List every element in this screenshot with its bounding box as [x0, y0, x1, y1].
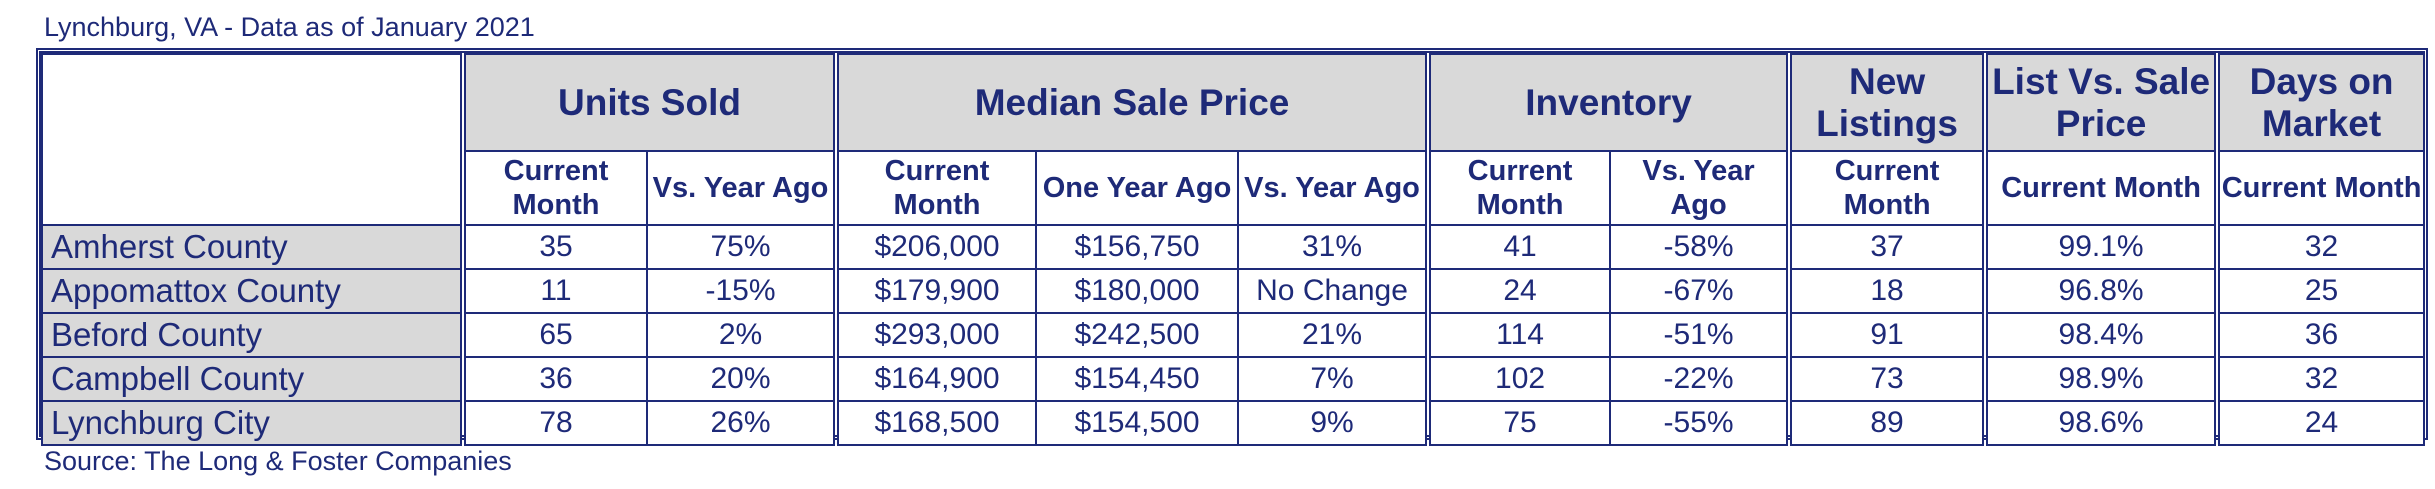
- cell-units-vs-year: -15%: [645, 268, 838, 314]
- market-data-table-frame: Units Sold Median Sale Price Inventory N…: [36, 48, 2428, 446]
- subheader-inventory-current-month: Current Month: [1425, 150, 1612, 226]
- subheader-days-on-market-current-month: Current Month: [2214, 150, 2426, 226]
- cell-new-listings: 73: [1786, 356, 1987, 402]
- cell-units-vs-year: 26%: [645, 400, 838, 446]
- group-header-new-listings: New Listings: [1786, 53, 1987, 152]
- group-header-days-on-market: Days on Market: [2214, 53, 2426, 152]
- cell-new-listings: 18: [1786, 268, 1987, 314]
- report-caption: Lynchburg, VA - Data as of January 2021: [44, 12, 535, 42]
- cell-inventory-vs-year: -55%: [1609, 400, 1791, 446]
- table-row: Lynchburg City 78 26% $168,500 $154,500 …: [41, 400, 2426, 446]
- cell-units-current: 65: [460, 312, 648, 358]
- cell-list-vs-sale: 99.1%: [1982, 224, 2219, 270]
- cell-list-vs-sale: 98.6%: [1982, 400, 2219, 446]
- cell-days-on-market: 32: [2214, 224, 2426, 270]
- group-header-units-sold: Units Sold: [459, 53, 838, 152]
- cell-units-current: 11: [460, 268, 648, 314]
- cell-inventory-current: 102: [1425, 356, 1612, 402]
- cell-inventory-vs-year: -58%: [1609, 224, 1791, 270]
- subheader-units-vs-year-ago: Vs. Year Ago: [645, 150, 838, 226]
- sub-header-row: Current Month Vs. Year Ago Current Month…: [42, 150, 2426, 226]
- market-data-table: Units Sold Median Sale Price Inventory N…: [41, 53, 2426, 446]
- cell-inventory-current: 41: [1425, 224, 1612, 270]
- subheader-price-vs-year-ago: Vs. Year Ago: [1237, 150, 1430, 226]
- subheader-inventory-vs-year-ago: Vs. Year Ago: [1609, 150, 1791, 226]
- subheader-units-current-month: Current Month: [460, 150, 648, 226]
- cell-inventory-vs-year: -67%: [1609, 268, 1791, 314]
- cell-price-one-year: $154,500: [1035, 400, 1240, 446]
- group-header-row: Units Sold Median Sale Price Inventory N…: [41, 53, 2426, 226]
- cell-units-current: 78: [460, 400, 648, 446]
- group-header-inventory: Inventory: [1425, 53, 1791, 152]
- row-label-area: Campbell County: [41, 356, 464, 402]
- row-label-area: Amherst County: [41, 224, 464, 270]
- table-row: Amherst County 35 75% $206,000 $156,750 …: [41, 224, 2426, 270]
- cell-units-vs-year: 20%: [645, 356, 838, 402]
- cell-price-current: $164,900: [833, 356, 1038, 402]
- corner-cell: [41, 53, 464, 226]
- group-header-median-sale-price: Median Sale Price: [833, 53, 1430, 152]
- cell-price-current: $168,500: [833, 400, 1038, 446]
- cell-units-current: 35: [460, 224, 648, 270]
- cell-price-one-year: $180,000: [1035, 268, 1240, 314]
- subheader-price-one-year-ago: One Year Ago: [1035, 150, 1240, 226]
- cell-days-on-market: 36: [2214, 312, 2426, 358]
- cell-price-current: $293,000: [833, 312, 1038, 358]
- cell-list-vs-sale: 98.9%: [1982, 356, 2219, 402]
- cell-inventory-current: 75: [1425, 400, 1612, 446]
- row-label-area: Lynchburg City: [41, 400, 464, 446]
- row-label-area: Appomattox County: [41, 268, 464, 314]
- group-header-list-vs-sale-price: List Vs. Sale Price: [1982, 53, 2219, 152]
- table-row: Campbell County 36 20% $164,900 $154,450…: [41, 356, 2426, 402]
- cell-inventory-current: 114: [1425, 312, 1612, 358]
- subheader-price-current-month: Current Month: [833, 150, 1038, 226]
- cell-price-one-year: $156,750: [1035, 224, 1240, 270]
- table-row: Appomattox County 11 -15% $179,900 $180,…: [41, 268, 2426, 314]
- cell-units-vs-year: 2%: [645, 312, 838, 358]
- cell-list-vs-sale: 98.4%: [1982, 312, 2219, 358]
- cell-inventory-vs-year: -51%: [1609, 312, 1791, 358]
- cell-new-listings: 91: [1786, 312, 1987, 358]
- cell-price-vs-year: 31%: [1237, 224, 1430, 270]
- row-label-area: Beford County: [41, 312, 464, 358]
- cell-price-vs-year: 21%: [1237, 312, 1430, 358]
- cell-days-on-market: 32: [2214, 356, 2426, 402]
- cell-price-vs-year: No Change: [1237, 268, 1430, 314]
- cell-days-on-market: 24: [2214, 400, 2426, 446]
- cell-days-on-market: 25: [2214, 268, 2426, 314]
- cell-inventory-vs-year: -22%: [1609, 356, 1791, 402]
- cell-new-listings: 89: [1786, 400, 1987, 446]
- cell-units-vs-year: 75%: [645, 224, 838, 270]
- cell-inventory-current: 24: [1425, 268, 1612, 314]
- table-row: Beford County 65 2% $293,000 $242,500 21…: [41, 312, 2426, 358]
- cell-price-current: $179,900: [833, 268, 1038, 314]
- cell-units-current: 36: [460, 356, 648, 402]
- cell-price-one-year: $242,500: [1035, 312, 1240, 358]
- cell-price-vs-year: 9%: [1237, 400, 1430, 446]
- cell-price-vs-year: 7%: [1237, 356, 1430, 402]
- cell-price-one-year: $154,450: [1035, 356, 1240, 402]
- cell-new-listings: 37: [1786, 224, 1987, 270]
- subheader-new-listings-current-month: Current Month: [1786, 150, 1987, 226]
- cell-price-current: $206,000: [833, 224, 1038, 270]
- cell-list-vs-sale: 96.8%: [1982, 268, 2219, 314]
- subheader-list-vs-sale-current-month: Current Month: [1982, 150, 2219, 226]
- source-note: Source: The Long & Foster Companies: [44, 446, 512, 476]
